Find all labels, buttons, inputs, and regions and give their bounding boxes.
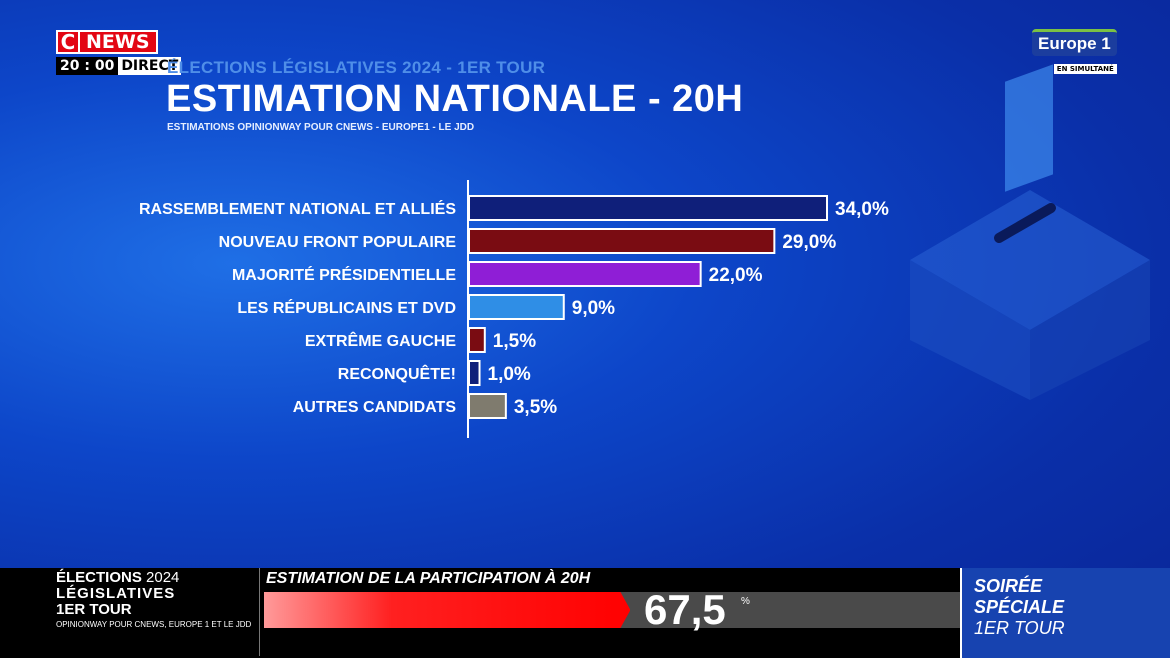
category-label: AUTRES CANDIDATS: [293, 399, 457, 416]
participation-title: ESTIMATION DE LA PARTICIPATION À 20H: [266, 570, 591, 587]
europe1-name: Europe 1: [1032, 29, 1117, 56]
page-title: ESTIMATION NATIONALE - 20H: [166, 78, 744, 120]
band-left-source: OPINIONWAY POUR CNEWS, EUROPE 1 ET LE JD…: [56, 620, 252, 629]
europe1-logo: Europe 1 EN SIMULTANÉ: [1032, 29, 1117, 75]
logo-c: C: [56, 30, 80, 54]
live-badge: DIRECT: [118, 57, 182, 75]
category-label: EXTRÊME GAUCHE: [305, 331, 456, 350]
bar-chart: RASSEMBLEMENT NATIONAL ET ALLIÉS 34,0% NOU…: [139, 195, 889, 419]
category-label: LES RÉPUBLICAINS ET DVD: [237, 298, 456, 317]
band-left-legislatives: LÉGISLATIVES: [56, 585, 176, 602]
band-left-year: 2024: [141, 569, 180, 586]
europe1-tag: EN SIMULTANÉ: [1053, 64, 1117, 74]
participation-track: [264, 592, 960, 628]
header-source: ESTIMATIONS OPINIONWAY POUR CNEWS - EURO…: [167, 122, 475, 133]
bar: [468, 195, 828, 221]
header-subtitle: ÉLECTIONS LÉGISLATIVES 2024 - 1ER TOUR: [167, 58, 546, 77]
value-label: 29,0%: [782, 232, 836, 253]
participation-fill: [264, 592, 630, 628]
special-evening-box: SOIRÉE SPÉCIALE 1ER TOUR: [960, 568, 1170, 658]
bar: [468, 294, 565, 320]
band-left-elections: ÉLECTIONS: [56, 569, 142, 586]
logo-news: NEWS: [80, 30, 158, 54]
value-label: 1,0%: [488, 364, 531, 385]
bar: [468, 261, 702, 287]
special-line1: SOIRÉE: [974, 576, 1043, 596]
bar: [468, 360, 481, 386]
clock: 20 : 00: [56, 57, 119, 75]
category-label: RASSEMBLEMENT NATIONAL ET ALLIÉS: [139, 199, 456, 218]
band-left-round: 1ER TOUR: [56, 601, 132, 618]
value-label: 9,0%: [572, 298, 615, 319]
participation-value: 67,5: [644, 586, 726, 633]
category-label: MAJORITÉ PRÉSIDENTIELLE: [232, 265, 456, 284]
participation-unit: %: [741, 596, 750, 607]
bar: [468, 327, 486, 353]
special-line2: SPÉCIALE: [974, 597, 1065, 617]
ballot-box-graphic: [910, 64, 1150, 400]
participation-panel: ESTIMATION DE LA PARTICIPATION À 20H 67,…: [259, 568, 960, 656]
bottom-band: ÉLECTIONS 2024 LÉGISLATIVES 1ER TOUR OPI…: [0, 568, 1170, 658]
cnews-logo: C NEWS 20 : 00 DIRECT: [56, 30, 182, 75]
value-label: 34,0%: [835, 199, 889, 220]
category-label: RECONQUÊTE!: [338, 364, 456, 383]
value-label: 22,0%: [709, 265, 763, 286]
value-label: 1,5%: [493, 331, 536, 352]
special-line3: 1ER TOUR: [974, 618, 1065, 638]
bar: [468, 228, 776, 254]
category-label: NOUVEAU FRONT POPULAIRE: [219, 234, 457, 251]
band-left: ÉLECTIONS 2024 LÉGISLATIVES 1ER TOUR OPI…: [56, 569, 256, 630]
bar: [468, 393, 507, 419]
value-label: 3,5%: [514, 397, 557, 418]
